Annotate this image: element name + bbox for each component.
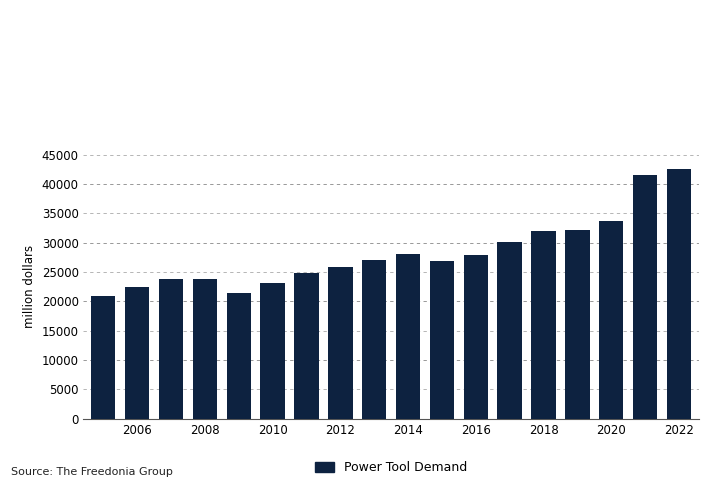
Bar: [497, 242, 522, 419]
Y-axis label: million dollars: million dollars: [23, 245, 36, 328]
Bar: [565, 230, 590, 419]
Text: Source: The Freedonia Group: Source: The Freedonia Group: [11, 467, 173, 477]
Text: Freedonia: Freedonia: [602, 119, 663, 132]
Bar: [125, 287, 149, 419]
Bar: [464, 255, 488, 419]
Text: Figure 3-2.
Global Power Tool Demand,
2005 – 2022
(million dollars): Figure 3-2. Global Power Tool Demand, 20…: [11, 7, 203, 76]
Bar: [260, 283, 285, 419]
Bar: [362, 260, 386, 419]
Bar: [226, 293, 251, 419]
Bar: [531, 231, 556, 419]
Bar: [396, 254, 420, 419]
Bar: [599, 221, 624, 419]
Legend: Power Tool Demand: Power Tool Demand: [315, 461, 467, 474]
Bar: [667, 169, 691, 419]
Bar: [294, 272, 319, 419]
Bar: [193, 279, 217, 419]
Bar: [328, 268, 353, 419]
Bar: [633, 175, 658, 419]
Bar: [430, 261, 454, 419]
Bar: [159, 279, 183, 419]
Bar: [91, 296, 115, 419]
